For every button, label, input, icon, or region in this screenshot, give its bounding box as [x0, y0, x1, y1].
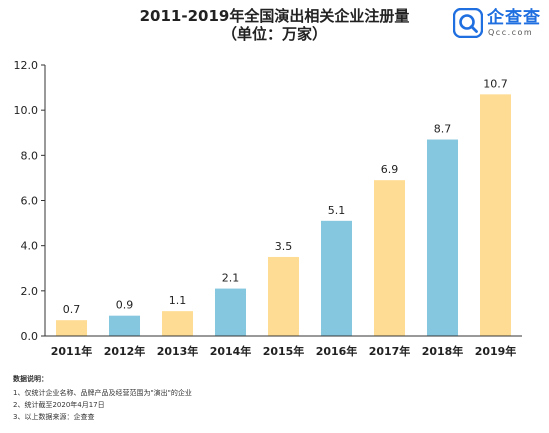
y-tick-label: 8.0: [21, 149, 39, 162]
value-label: 0.9: [116, 299, 134, 312]
notes-heading: 数据说明：: [13, 375, 48, 383]
y-axis: 0.0 2.0 4.0 6.0 8.0 10.0 12.0: [14, 59, 46, 343]
data-notes: 数据说明： 1、仅统计企业名称、品牌产品及经营范围为"演出"的企业 2、统计截至…: [13, 373, 192, 423]
y-tick-label: 4.0: [21, 240, 39, 253]
value-labels: 0.7 0.9 1.1 2.1 3.5 5.1 6.9 8.7 10.7: [63, 77, 508, 316]
qcc-logo-domain: Qcc.com: [488, 28, 534, 37]
y-tick-label: 6.0: [21, 195, 39, 208]
note-item: 1、仅统计企业名称、品牌产品及经营范围为"演出"的企业: [13, 389, 192, 397]
y-tick-label: 12.0: [14, 59, 39, 72]
x-tick-label: 2011年: [51, 344, 93, 358]
bar: [321, 220, 352, 336]
bar: [268, 256, 299, 336]
x-axis: 2011年 2012年 2013年 2014年 2015年 2016年 2017年 2018年…: [45, 335, 522, 358]
y-tick-label: 2.0: [21, 285, 39, 298]
bar: [374, 180, 405, 336]
bar: [162, 311, 193, 336]
bar: [56, 320, 87, 336]
bar: [215, 288, 246, 336]
note-item: 2、统计截至2020年4月17日: [13, 401, 105, 409]
x-tick-label: 2019年: [475, 344, 517, 358]
y-tick-label: 0.0: [21, 330, 39, 343]
note-item: 3、以上数据来源：企查查: [13, 413, 95, 421]
x-tick-label: 2016年: [316, 344, 358, 358]
bar: [427, 139, 458, 336]
x-tick-label: 2013年: [157, 344, 199, 358]
value-label: 10.7: [483, 77, 508, 90]
value-label: 2.1: [222, 272, 240, 285]
value-label: 8.7: [434, 123, 452, 136]
qcc-logo-name: 企查查: [487, 8, 541, 28]
x-tick-label: 2017年: [369, 344, 411, 358]
x-tick-label: 2015年: [263, 344, 305, 358]
qcc-logo-icon: [453, 8, 483, 38]
y-tick-label: 10.0: [14, 104, 39, 117]
value-label: 0.7: [63, 303, 81, 316]
value-label: 5.1: [328, 204, 346, 217]
bar: [480, 94, 511, 336]
value-label: 6.9: [381, 163, 399, 176]
value-label: 3.5: [275, 240, 293, 253]
qcc-logo: 企查查 Qcc.com: [451, 5, 547, 43]
x-tick-label: 2014年: [210, 344, 252, 358]
x-tick-label: 2012年: [104, 344, 146, 358]
chart-title: 2011-2019年全国演出相关企业注册量: [139, 7, 410, 25]
chart-subtitle-unit: （单位：万家）: [221, 25, 327, 43]
bar: [109, 315, 140, 336]
x-tick-label: 2018年: [422, 344, 464, 358]
bars: [56, 94, 511, 336]
value-label: 1.1: [169, 294, 187, 307]
